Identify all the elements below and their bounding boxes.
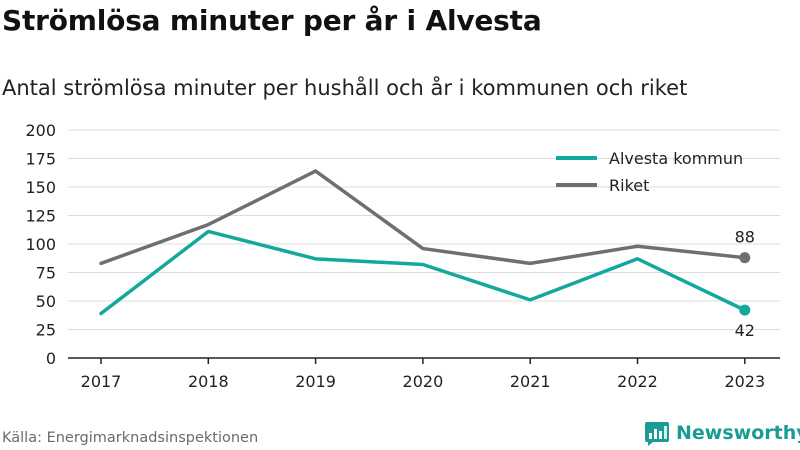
x-tick-label: 2018 <box>188 372 229 391</box>
x-tick-label: 2020 <box>403 372 444 391</box>
end-value-label-alvesta: 42 <box>735 321 755 340</box>
gridlines <box>68 129 780 330</box>
series-line-alvesta <box>99 229 747 316</box>
y-tick-label: 175 <box>25 150 56 169</box>
legend-label-alvesta: Alvesta kommun <box>609 149 743 168</box>
chart-subtitle: Antal strömlösa minuter per hushåll och … <box>2 76 688 100</box>
y-tick-label: 200 <box>25 121 56 140</box>
y-tick-label: 100 <box>25 235 56 254</box>
y-tick-label: 50 <box>36 292 56 311</box>
x-tick-label: 2022 <box>617 372 658 391</box>
end-point-riket <box>739 252 751 264</box>
end-value-label-riket: 88 <box>735 228 755 247</box>
brand-logo: Newsworthy <box>644 420 800 446</box>
brand-name: Newsworthy <box>676 422 800 444</box>
series-line-riket <box>99 169 747 266</box>
x-tick-label: 2021 <box>510 372 551 391</box>
chart-title: Strömlösa minuter per år i Alvesta <box>2 4 542 37</box>
x-tick-label: 2019 <box>295 372 336 391</box>
legend-label-riket: Riket <box>609 176 649 195</box>
line-chart: 0 25 50 75 100 125 150 175 200 2017 2018 2019 2020 20… <box>25 121 780 391</box>
y-tick-label: 150 <box>25 178 56 197</box>
y-tick-label: 25 <box>36 321 56 340</box>
axes: 0 25 50 75 100 125 150 175 200 2017 2018 2019 2020 20… <box>25 121 780 391</box>
source-note: Källa: Energimarknadsinspektionen <box>2 430 259 446</box>
y-tick-label: 75 <box>36 264 56 283</box>
y-tick-label: 0 <box>46 349 56 368</box>
x-tick-label: 2023 <box>724 372 765 391</box>
end-point-alvesta <box>739 304 751 316</box>
legend: Alvesta kommun Riket <box>556 149 743 195</box>
series: 88 42 <box>99 169 755 340</box>
y-tick-label: 125 <box>25 207 56 226</box>
x-tick-label: 2017 <box>81 372 122 391</box>
newsworthy-logo-icon <box>645 422 669 446</box>
